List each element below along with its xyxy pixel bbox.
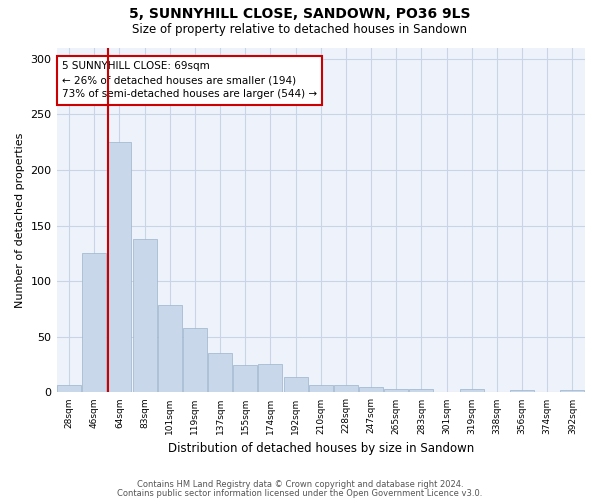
Text: Contains public sector information licensed under the Open Government Licence v3: Contains public sector information licen… (118, 488, 482, 498)
Text: 5, SUNNYHILL CLOSE, SANDOWN, PO36 9LS: 5, SUNNYHILL CLOSE, SANDOWN, PO36 9LS (129, 8, 471, 22)
Bar (107, 142, 131, 393)
Bar (158, 304, 182, 392)
Bar (284, 377, 308, 392)
Bar (460, 389, 484, 392)
Bar (233, 364, 257, 392)
Bar (82, 254, 106, 392)
Bar (510, 390, 534, 392)
Bar (409, 389, 433, 392)
Bar (183, 328, 207, 392)
Bar (334, 384, 358, 392)
Bar (560, 390, 584, 392)
X-axis label: Distribution of detached houses by size in Sandown: Distribution of detached houses by size … (167, 442, 474, 455)
Text: Size of property relative to detached houses in Sandown: Size of property relative to detached ho… (133, 22, 467, 36)
Bar (309, 384, 333, 392)
Bar (57, 384, 81, 392)
Text: 5 SUNNYHILL CLOSE: 69sqm
← 26% of detached houses are smaller (194)
73% of semi-: 5 SUNNYHILL CLOSE: 69sqm ← 26% of detach… (62, 62, 317, 100)
Bar (133, 239, 157, 392)
Bar (359, 387, 383, 392)
Bar (208, 354, 232, 393)
Bar (259, 364, 283, 392)
Text: Contains HM Land Registry data © Crown copyright and database right 2024.: Contains HM Land Registry data © Crown c… (137, 480, 463, 489)
Y-axis label: Number of detached properties: Number of detached properties (15, 132, 25, 308)
Bar (385, 389, 408, 392)
